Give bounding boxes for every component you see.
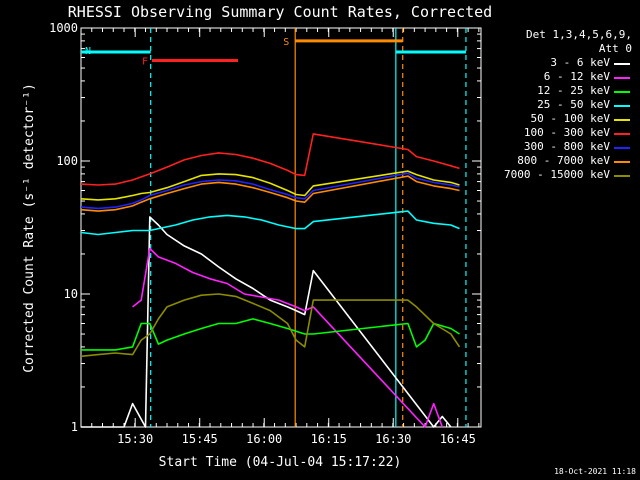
legend-item: 7000 - 15000 keV: [482, 168, 632, 182]
series-line-1: [132, 247, 444, 428]
x-tick-label: 15:45: [182, 432, 218, 446]
series-line-7: [80, 175, 460, 212]
series-line-3: [80, 210, 460, 236]
x-tick-label: 16:00: [246, 432, 282, 446]
series-line-5: [80, 133, 460, 186]
legend-label: 6 - 12 keV: [543, 70, 610, 83]
legend-swatch: [614, 77, 630, 79]
legend: Det 1,3,4,5,6,9, Att 0 3 - 6 keV 6 - 12 k…: [482, 28, 632, 182]
legend-swatch: [614, 161, 630, 163]
legend-label: 300 - 800 keV: [523, 140, 610, 153]
x-tick-label: 16:30: [375, 432, 411, 446]
x-tick-label: 16:15: [311, 432, 347, 446]
annotation-label-s: S: [283, 37, 289, 48]
legend-label: 7000 - 15000 keV: [504, 168, 610, 181]
legend-header-detectors: Det 1,3,4,5,6,9,: [526, 28, 632, 41]
annotation-label-n: N: [85, 46, 91, 57]
plot-frame: [80, 27, 482, 428]
legend-item: 800 - 7000 keV: [482, 154, 632, 168]
legend-label: 50 - 100 keV: [530, 112, 610, 125]
legend-label: 800 - 7000 keV: [517, 154, 610, 167]
legend-swatch: [614, 91, 630, 93]
legend-swatch: [614, 105, 630, 107]
x-axis: 15:30 15:45 16:00 16:15 16:30 16:45: [80, 28, 480, 446]
legend-item: 100 - 300 keV: [482, 126, 632, 140]
legend-item: 12 - 25 keV: [482, 84, 632, 98]
y-tick-label: 1: [71, 420, 78, 434]
legend-swatch: [614, 175, 630, 177]
vertical-markers: [150, 28, 467, 427]
y-axis: 1 10 100 1000: [49, 21, 481, 434]
annotation-label-f: F: [142, 56, 148, 67]
legend-swatch: [614, 147, 630, 149]
y-tick-label: 1000: [49, 21, 78, 35]
y-tick-label: 100: [56, 154, 78, 168]
x-tick-label: 16:45: [440, 432, 476, 446]
legend-header-attenuator: Att 0: [598, 42, 632, 55]
footer-timestamp: 18-Oct-2021 11:18: [554, 467, 636, 476]
y-tick-label: 10: [64, 287, 78, 301]
legend-item: 300 - 800 keV: [482, 140, 632, 154]
series-line-6: [80, 172, 460, 210]
legend-label: 3 - 6 keV: [550, 56, 610, 69]
series-line-8: [80, 293, 461, 358]
annotations: F N S: [81, 37, 466, 67]
legend-item: 6 - 12 keV: [482, 70, 632, 84]
legend-label: 25 - 50 keV: [537, 98, 610, 111]
series-group: [80, 133, 461, 428]
legend-label: 12 - 25 keV: [537, 84, 610, 97]
series-line-2: [81, 318, 460, 351]
legend-rows: 3 - 6 keV 6 - 12 keV 12 - 25 keV 25 - 50 ke…: [482, 56, 632, 182]
chart-title: RHESSI Observing Summary Count Rates, Co…: [68, 3, 492, 21]
legend-item: 50 - 100 keV: [482, 112, 632, 126]
legend-swatch: [614, 133, 630, 135]
x-tick-label: 15:30: [117, 432, 153, 446]
legend-swatch: [614, 119, 630, 121]
legend-item: 3 - 6 keV: [482, 56, 632, 70]
series-line-4: [80, 170, 460, 201]
legend-label: 100 - 300 keV: [523, 126, 610, 139]
legend-swatch: [614, 63, 630, 65]
x-axis-label: Start Time (04-Jul-04 15:17:22): [159, 455, 402, 470]
legend-item: 25 - 50 keV: [482, 98, 632, 112]
series-line-0: [81, 216, 452, 428]
y-axis-label: Corrected Count Rate (s⁻¹ detector⁻¹): [22, 83, 37, 373]
